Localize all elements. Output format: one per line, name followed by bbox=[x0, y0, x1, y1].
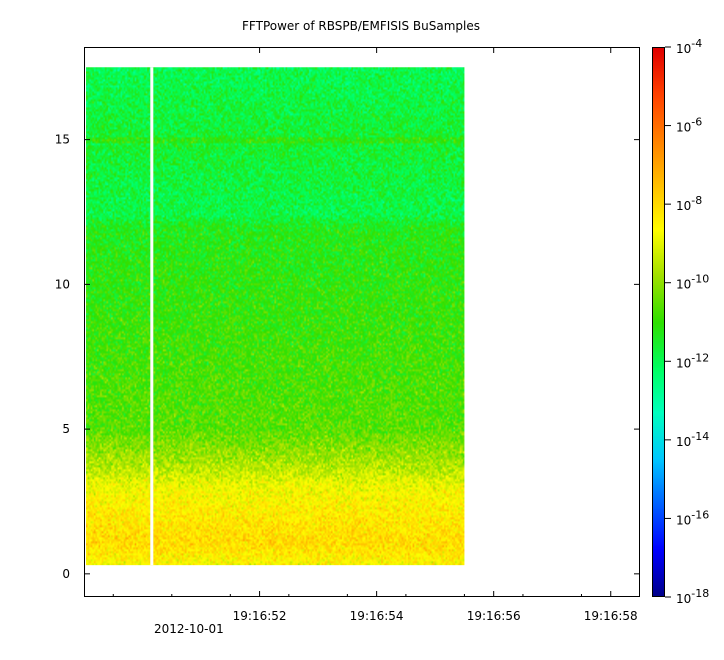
chart-title: FFTPower of RBSPB/EMFISIS BuSamples bbox=[242, 19, 480, 33]
colorbar-tick-label: 10-16 bbox=[676, 508, 709, 527]
colorbar-tick-label: 10-12 bbox=[676, 351, 709, 370]
colorbar-tick-label: 10-6 bbox=[676, 116, 702, 135]
y-tick-label: 5 bbox=[62, 422, 70, 436]
date-label: 2012-10-01 bbox=[154, 622, 224, 636]
colorbar-border bbox=[652, 47, 665, 597]
y-tick-label: 15 bbox=[55, 133, 70, 147]
colorbar-tick-label: 10-8 bbox=[676, 194, 702, 213]
y-tick-label: 10 bbox=[55, 277, 70, 291]
x-axis: 19:16:52 19:16:54 19:16:56 19:16:58 bbox=[112, 47, 638, 623]
x-tick-label: 19:16:54 bbox=[350, 609, 404, 623]
x-tick-label: 19:16:58 bbox=[584, 609, 638, 623]
colorbar-tick-label: 10-18 bbox=[676, 587, 709, 606]
colorbar-tick-label: 10-14 bbox=[676, 430, 709, 449]
y-tick-label: 0 bbox=[62, 567, 70, 581]
y-axis: 0 5 10 15 bbox=[55, 133, 640, 581]
data-gap bbox=[150, 67, 154, 566]
plot-border bbox=[84, 47, 640, 597]
x-tick-label: 19:16:56 bbox=[467, 609, 521, 623]
colorbar-tick-label: 10-10 bbox=[676, 273, 709, 292]
colorbar-axis: 10-4 10-6 10-8 10-10 10-12 10-14 10-16 10-18 bbox=[665, 37, 709, 606]
x-tick-label: 19:16:52 bbox=[233, 609, 287, 623]
colorbar-image bbox=[652, 47, 665, 597]
spectrogram-image bbox=[86, 67, 465, 566]
colorbar-tick-label: 10-4 bbox=[676, 37, 702, 56]
